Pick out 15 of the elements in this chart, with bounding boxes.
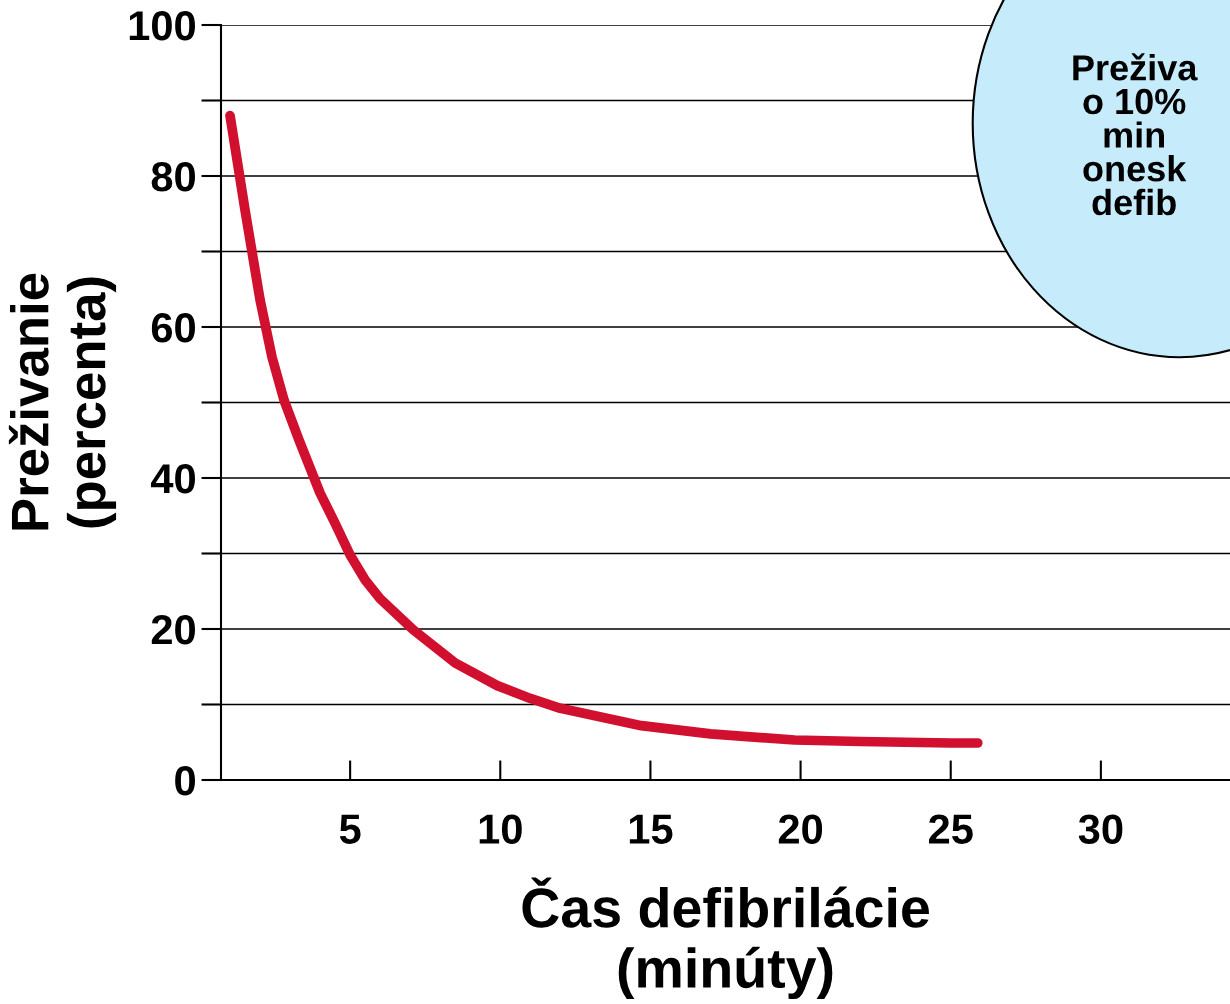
y-tick-label: 60 [151,313,195,343]
x-tick-label: 10 [479,814,522,844]
y-tick-label: 0 [175,766,195,796]
x-tick-label: 30 [1078,814,1123,844]
x-tick-label: 15 [629,814,673,844]
y-tick-label: 80 [151,162,195,192]
y-tick-label: 100 [129,11,195,41]
x-tick-label: 25 [929,814,973,844]
y-tick-label: 20 [151,615,195,645]
x-tick-label: 20 [778,814,823,844]
x-axis-title: Čas defibrilácie (minúty) [522,877,929,1000]
y-axis-title: Preživanie (percenta) [8,273,117,530]
annotation: Preživa o 10% min onesk defib [1073,53,1198,216]
x-tick-label: 5 [339,814,361,844]
y-tick-label: 40 [150,464,195,494]
